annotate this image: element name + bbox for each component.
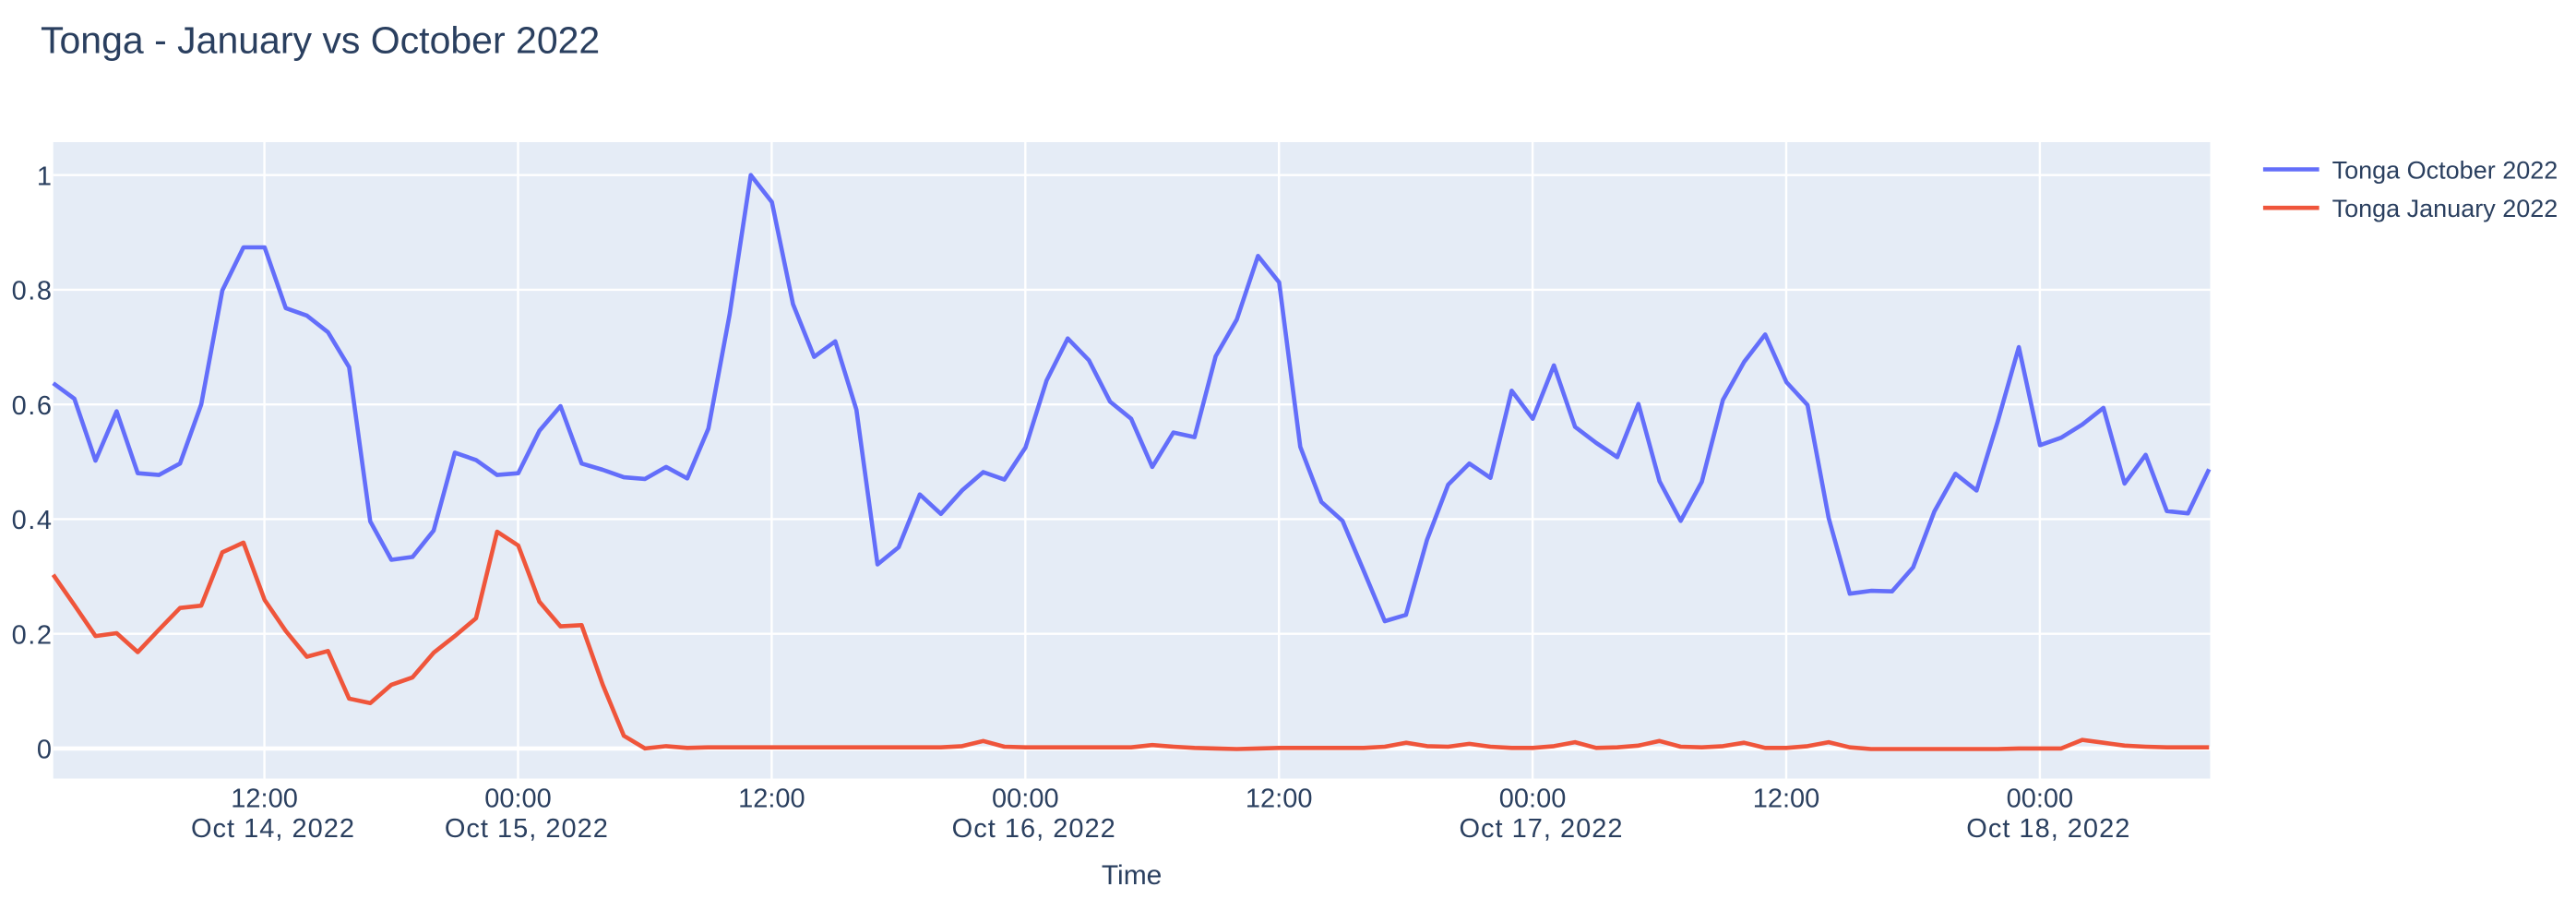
svg-text:12:00: 12:00 [1753, 785, 1820, 814]
svg-text:00:00: 00:00 [1499, 785, 1567, 814]
svg-text:12:00: 12:00 [738, 785, 805, 814]
svg-text:Tonga January 2022: Tonga January 2022 [2332, 195, 2558, 222]
svg-text:00:00: 00:00 [484, 785, 552, 814]
svg-text:Time: Time [1102, 860, 1163, 891]
svg-text:12:00: 12:00 [231, 785, 298, 814]
svg-text:1: 1 [37, 162, 54, 191]
svg-text:Oct 14, 2022: Oct 14, 2022 [191, 814, 355, 844]
svg-text:Tonga - January vs October 202: Tonga - January vs October 2022 [41, 19, 600, 62]
svg-text:00:00: 00:00 [2007, 785, 2074, 814]
svg-text:12:00: 12:00 [1246, 785, 1313, 814]
svg-text:0.6: 0.6 [12, 391, 54, 421]
svg-text:Tonga October 2022: Tonga October 2022 [2332, 156, 2558, 184]
svg-text:Oct 16, 2022: Oct 16, 2022 [952, 814, 1116, 844]
svg-text:Oct 18, 2022: Oct 18, 2022 [1966, 814, 2130, 844]
svg-text:00:00: 00:00 [992, 785, 1059, 814]
svg-text:Oct 17, 2022: Oct 17, 2022 [1459, 814, 1623, 844]
svg-text:Oct 15, 2022: Oct 15, 2022 [445, 814, 609, 844]
svg-text:0.8: 0.8 [12, 277, 54, 306]
svg-text:0.2: 0.2 [12, 620, 54, 650]
svg-text:0: 0 [37, 736, 54, 765]
svg-text:0.4: 0.4 [12, 506, 54, 535]
